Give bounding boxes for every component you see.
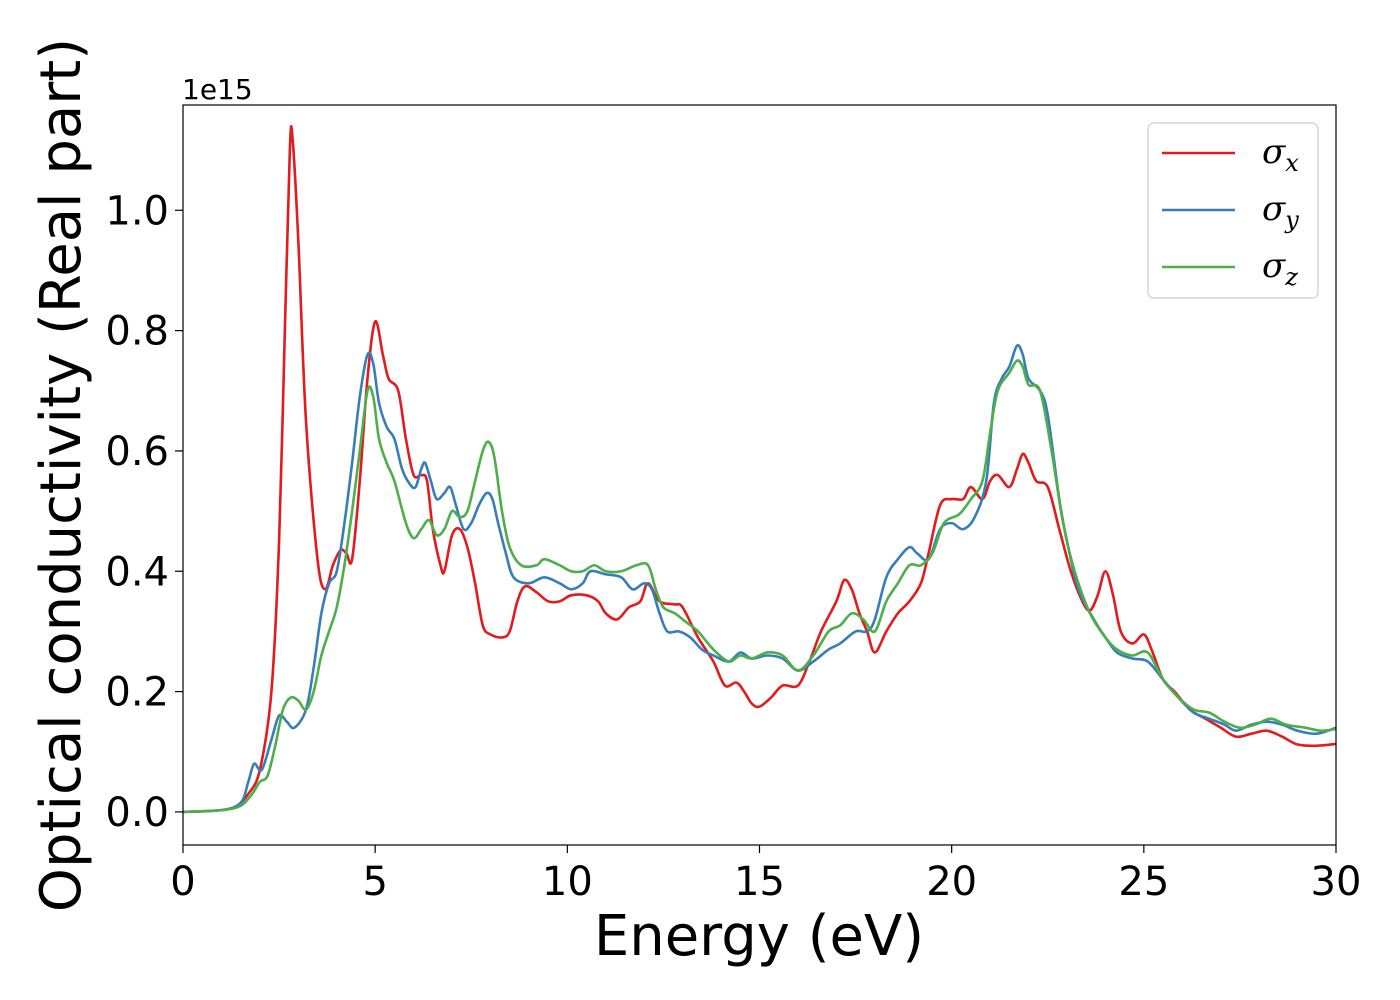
y-tick-label: 1.0 [105, 188, 169, 234]
y-tick-label: 0.8 [105, 309, 169, 355]
y-axis-label: Optical conductivity (Real part) [29, 38, 94, 912]
legend-symbol: σ [1262, 132, 1286, 172]
legend-subscript: x [1285, 149, 1299, 177]
legend-label-sigma-x: σx [1262, 132, 1299, 177]
x-tick-label: 15 [734, 859, 785, 905]
series-lines [183, 125, 1336, 814]
series-line-sigma-y [183, 343, 1336, 814]
x-tick-label: 10 [542, 859, 593, 905]
x-tick-label: 25 [1118, 859, 1169, 905]
x-tick-label: 5 [362, 859, 387, 905]
y-tick-label: 0.6 [105, 429, 169, 475]
legend-symbol: σ [1262, 246, 1286, 286]
legend-subscript: z [1284, 263, 1298, 291]
y-offset-text: 1e15 [182, 73, 253, 106]
legend-label-sigma-z: σz [1262, 246, 1298, 291]
plot-frame [182, 104, 1337, 846]
legend-symbol: σ [1262, 189, 1286, 229]
x-axis-ticks: 0 5 10 15 20 25 30 [170, 845, 1361, 905]
x-tick-label: 20 [926, 859, 977, 905]
x-axis-label: Energy (eV) [594, 904, 924, 969]
y-tick-label: 0.0 [105, 790, 169, 836]
legend-label-sigma-y: σy [1262, 189, 1299, 234]
x-tick-label: 0 [170, 859, 195, 905]
y-tick-label: 0.4 [105, 549, 169, 595]
series-line-sigma-z [183, 359, 1336, 814]
x-tick-label: 30 [1311, 859, 1362, 905]
y-axis-ticks: 0.0 0.2 0.4 0.6 0.8 1.0 [105, 188, 183, 836]
y-tick-label: 0.2 [105, 670, 169, 716]
legend-subscript: y [1284, 206, 1299, 234]
